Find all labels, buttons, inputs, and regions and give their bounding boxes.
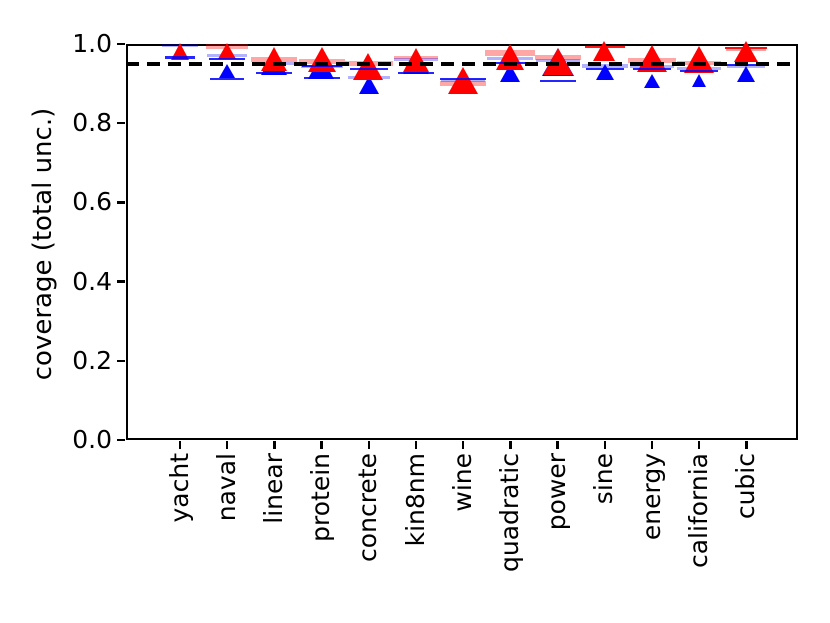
x-tick xyxy=(367,441,371,449)
x-tick-label: quadratic xyxy=(494,453,524,572)
marker-red-naval xyxy=(218,43,237,60)
x-tick-label: concrete xyxy=(353,453,383,562)
x-tick-label: power xyxy=(542,453,572,531)
marker-red-energy xyxy=(636,45,667,73)
error-line-blue xyxy=(440,77,487,81)
error-line-blue xyxy=(165,56,195,59)
y-tick xyxy=(117,201,125,204)
x-tick-label: energy xyxy=(636,453,666,541)
x-tick-label: sine xyxy=(589,453,619,505)
reference-line xyxy=(126,62,798,66)
error-line-blue xyxy=(301,64,342,67)
x-tick xyxy=(650,441,654,449)
x-tick-label: kin8nm xyxy=(400,453,430,547)
marker-red-protein xyxy=(307,47,336,73)
marker-blue-concrete xyxy=(358,75,379,94)
y-tick xyxy=(117,280,125,283)
y-tick-label: 0.4 xyxy=(72,266,112,296)
error-line-blue xyxy=(398,71,434,74)
marker-red-kin8nm xyxy=(402,47,429,72)
y-tick xyxy=(117,438,125,442)
marker-red-cubic xyxy=(734,41,759,63)
marker-blue-california xyxy=(691,73,706,87)
x-tick-label: protein xyxy=(306,453,336,542)
x-tick xyxy=(320,441,323,449)
x-tick-label: wine xyxy=(447,453,477,512)
marker-blue-energy xyxy=(644,73,660,88)
x-tick xyxy=(178,441,182,449)
marker-red-quadratic xyxy=(495,44,524,71)
x-tick xyxy=(603,441,607,449)
x-tick xyxy=(697,441,701,449)
x-tick-label: california xyxy=(683,453,713,569)
y-tick xyxy=(117,42,125,46)
plot-area xyxy=(126,44,798,440)
error-line-blue xyxy=(210,77,245,80)
error-line-blue xyxy=(209,58,246,61)
marker-blue-cubic xyxy=(737,66,756,83)
error-line-blue xyxy=(539,80,576,83)
error-line-blue xyxy=(256,71,293,74)
x-tick-label: naval xyxy=(211,453,241,522)
marker-red-power xyxy=(542,48,573,76)
y-tick xyxy=(117,359,125,363)
y-tick-label: 0.6 xyxy=(72,187,112,217)
error-line-blue xyxy=(585,67,624,70)
error-line-blue xyxy=(727,64,766,68)
error-line-blue xyxy=(680,69,719,72)
marker-red-linear xyxy=(260,46,287,71)
marker-blue-naval xyxy=(219,63,236,78)
x-tick xyxy=(225,441,229,449)
marker-red-wine xyxy=(448,67,479,95)
x-tick-label: linear xyxy=(258,453,288,524)
x-tick xyxy=(414,441,418,449)
marker-red-yacht xyxy=(170,42,189,60)
x-tick xyxy=(273,441,276,449)
x-tick xyxy=(461,441,465,449)
error-line-blue xyxy=(633,68,671,71)
marker-red-sine xyxy=(593,41,616,62)
y-tick xyxy=(117,121,125,125)
x-tick-label: yacht xyxy=(164,453,194,523)
x-tick xyxy=(556,441,559,449)
y-tick-label: 1.0 xyxy=(72,29,112,58)
x-tick xyxy=(509,441,512,449)
x-tick xyxy=(745,441,748,449)
x-tick-label: cubic xyxy=(730,453,760,520)
marker-red-concrete xyxy=(353,52,384,80)
error-line-blue xyxy=(349,67,388,70)
marker-red-california xyxy=(683,45,714,73)
y-tick-label: 0.0 xyxy=(72,425,112,454)
error-line-blue xyxy=(303,77,340,80)
marker-blue-sine xyxy=(595,63,614,80)
y-tick-label: 0.8 xyxy=(72,108,112,138)
y-tick-label: 0.2 xyxy=(72,345,112,375)
